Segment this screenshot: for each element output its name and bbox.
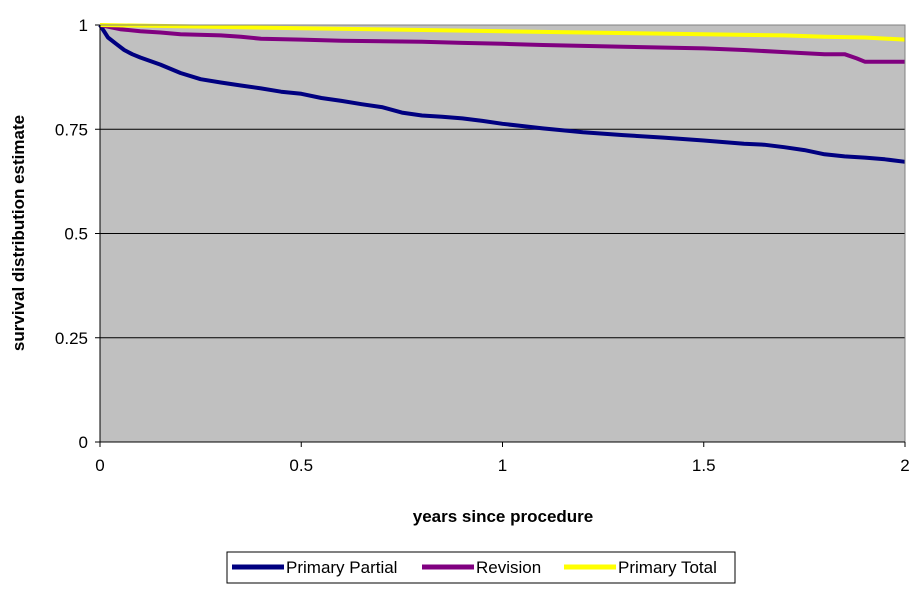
- legend-label-revision: Revision: [476, 558, 541, 577]
- tick-labels: 0 0.25 0.5 0.75 1 0 0.5 1 1.5 2: [55, 16, 910, 475]
- series-line-primary-total: [99, 23, 906, 42]
- x-tick-label: 0.5: [289, 456, 313, 475]
- y-tick-label: 0.5: [64, 225, 88, 244]
- y-tick-label: 0.75: [55, 120, 88, 139]
- x-tick-label: 1.5: [692, 456, 716, 475]
- series-line-primary-partial: [98, 23, 906, 164]
- y-axis-title: survival distribution estimate: [9, 115, 28, 351]
- y-tick-label: 0: [79, 433, 88, 452]
- x-tick-label: 2: [900, 456, 909, 475]
- x-tick-label: 0: [95, 456, 104, 475]
- legend: Primary Partial Revision Primary Total: [226, 551, 736, 584]
- x-axis-title: years since procedure: [413, 507, 593, 526]
- series-line-revision: [99, 23, 905, 64]
- y-tick-label: 1: [79, 16, 88, 35]
- legend-label-primary-total: Primary Total: [618, 558, 717, 577]
- series-layer: [98, 23, 906, 164]
- legend-label-primary-partial: Primary Partial: [286, 558, 397, 577]
- axes: [95, 24, 906, 447]
- x-tick-label: 1: [498, 456, 507, 475]
- y-tick-label: 0.25: [55, 329, 88, 348]
- legend-box: [226, 551, 736, 584]
